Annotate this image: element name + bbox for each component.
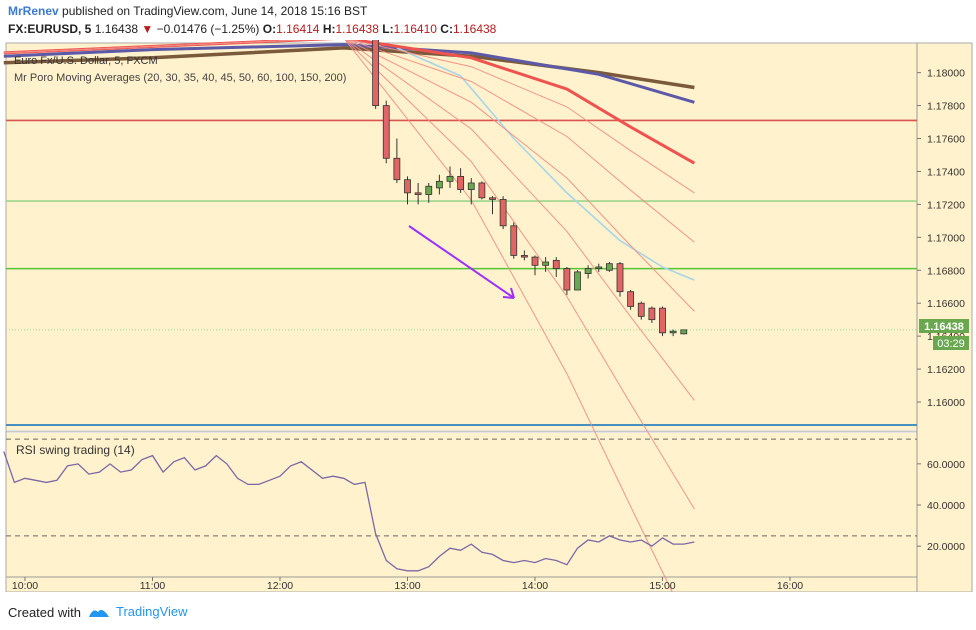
candle-body bbox=[552, 259, 560, 270]
candle-body bbox=[489, 197, 496, 200]
time-tick-label: 10:00 bbox=[12, 580, 38, 592]
price-tick-label: 1.16000 bbox=[927, 397, 965, 409]
low-label: L: bbox=[382, 22, 394, 36]
change-value: −0.01476 (−1.25%) bbox=[156, 22, 260, 36]
price-axis-bg bbox=[917, 43, 972, 592]
open-value: 1.16414 bbox=[276, 22, 320, 36]
tradingview-logo-icon bbox=[89, 609, 109, 617]
time-tick-label: 15:00 bbox=[649, 580, 675, 592]
candle-body bbox=[382, 105, 390, 159]
price-tick-label: 1.18000 bbox=[927, 68, 965, 80]
price-tick-label: 1.16800 bbox=[927, 265, 965, 277]
time-tick-label: 13:00 bbox=[394, 580, 420, 592]
rsi-pane-bg bbox=[6, 433, 917, 577]
candle-body bbox=[467, 182, 475, 190]
low-value: 1.16410 bbox=[393, 22, 437, 36]
rsi-tick-label: 60.0000 bbox=[927, 459, 965, 471]
candle-body bbox=[425, 185, 433, 195]
ohlc-line: FX:EURUSD, 5 1.16438 ▼ −0.01476 (−1.25%)… bbox=[8, 22, 496, 36]
candle-body bbox=[648, 307, 656, 321]
ma-legend: Mr Poro Moving Averages (20, 30, 35, 40,… bbox=[14, 72, 346, 84]
trend-arrow-head-icon bbox=[502, 287, 515, 299]
ma-line bbox=[396, 47, 695, 281]
rsi-line bbox=[3, 451, 695, 572]
candle-body bbox=[372, 22, 380, 106]
candle-body bbox=[393, 157, 401, 181]
candle-body bbox=[414, 192, 422, 195]
brand-label: TradingView bbox=[116, 604, 188, 619]
candle-body bbox=[435, 180, 443, 189]
footer: Created with TradingView bbox=[0, 596, 976, 630]
published-text: published on TradingView.com, June 14, 2… bbox=[62, 4, 368, 18]
change-arrow-icon: ▼ bbox=[141, 22, 154, 36]
tradingview-link[interactable]: TradingView bbox=[88, 604, 188, 619]
candle-body bbox=[584, 268, 592, 274]
created-with-label: Created with bbox=[8, 605, 81, 620]
last-price: 1.16438 bbox=[94, 22, 139, 36]
time-badge bbox=[933, 336, 969, 350]
time-tick-label: 11:00 bbox=[140, 580, 166, 592]
author-link[interactable]: MrRenev bbox=[8, 4, 59, 18]
trend-arrow bbox=[408, 225, 515, 299]
price-tick-label: 1.16600 bbox=[927, 298, 965, 310]
price-tick-label: 1.17000 bbox=[927, 232, 965, 244]
candle-body bbox=[404, 179, 411, 194]
series-legend: Euro Fx/U.S. Dollar, 5, FXCM bbox=[14, 55, 158, 67]
chart-header: MrRenev published on TradingView.com, Ju… bbox=[0, 0, 976, 40]
price-pane-bg bbox=[6, 43, 917, 430]
close-value: 1.16438 bbox=[452, 22, 497, 36]
candle-body bbox=[605, 263, 613, 271]
time-tick-label: 14:00 bbox=[522, 580, 548, 592]
price-tick-label: 1.17200 bbox=[927, 199, 965, 211]
time-tick-label: 16:00 bbox=[777, 580, 803, 592]
candle-body bbox=[669, 330, 677, 334]
chart-area[interactable]: 1.18000 1.17800 1.17600 1.17400 1.17200 1.170… bbox=[0, 19, 976, 630]
price-tick-label: 1.17800 bbox=[927, 101, 965, 113]
price-tick-label: 1.16200 bbox=[927, 364, 965, 376]
ma-fan-line bbox=[3, 37, 692, 630]
candle-body bbox=[637, 302, 645, 317]
candle-body bbox=[563, 268, 571, 291]
price-tick-label: 1.17400 bbox=[927, 166, 965, 178]
candle-body bbox=[531, 256, 539, 266]
candle-body bbox=[457, 175, 465, 190]
price-badge bbox=[919, 319, 969, 333]
candle-body bbox=[542, 261, 550, 266]
candle-body bbox=[680, 329, 688, 335]
candle-body bbox=[574, 271, 581, 291]
candle-body bbox=[446, 175, 454, 182]
open-label: O: bbox=[262, 22, 277, 36]
candle-body bbox=[659, 307, 666, 334]
candle-body bbox=[595, 266, 603, 270]
rsi-legend: RSI swing trading (14) bbox=[16, 443, 135, 457]
rsi-tick-label: 20.0000 bbox=[927, 541, 965, 553]
symbol-label: FX:EURUSD, 5 bbox=[8, 22, 92, 36]
time-tick-label: 12:00 bbox=[267, 580, 293, 592]
price-tick-label: 1.17600 bbox=[927, 134, 965, 146]
publish-line: MrRenev published on TradingView.com, Ju… bbox=[8, 4, 367, 18]
high-value: 1.16438 bbox=[335, 22, 379, 36]
time-badge-label: 03:29 bbox=[937, 338, 965, 350]
candle-body bbox=[478, 182, 486, 199]
rsi-tick-label: 40.0000 bbox=[927, 500, 965, 512]
high-label: H: bbox=[322, 22, 336, 36]
candle-body bbox=[627, 291, 635, 307]
time-axis-bg bbox=[6, 577, 917, 592]
candle-body bbox=[499, 199, 507, 227]
chart-svg[interactable]: 1.18000 1.17800 1.17600 1.17400 1.17200 1.170… bbox=[0, 19, 976, 630]
close-label: C: bbox=[440, 22, 453, 36]
price-badge-label: 1.16438 bbox=[924, 321, 964, 333]
candle-body bbox=[510, 225, 518, 256]
candle-body bbox=[520, 255, 528, 258]
candle-body bbox=[616, 263, 624, 293]
